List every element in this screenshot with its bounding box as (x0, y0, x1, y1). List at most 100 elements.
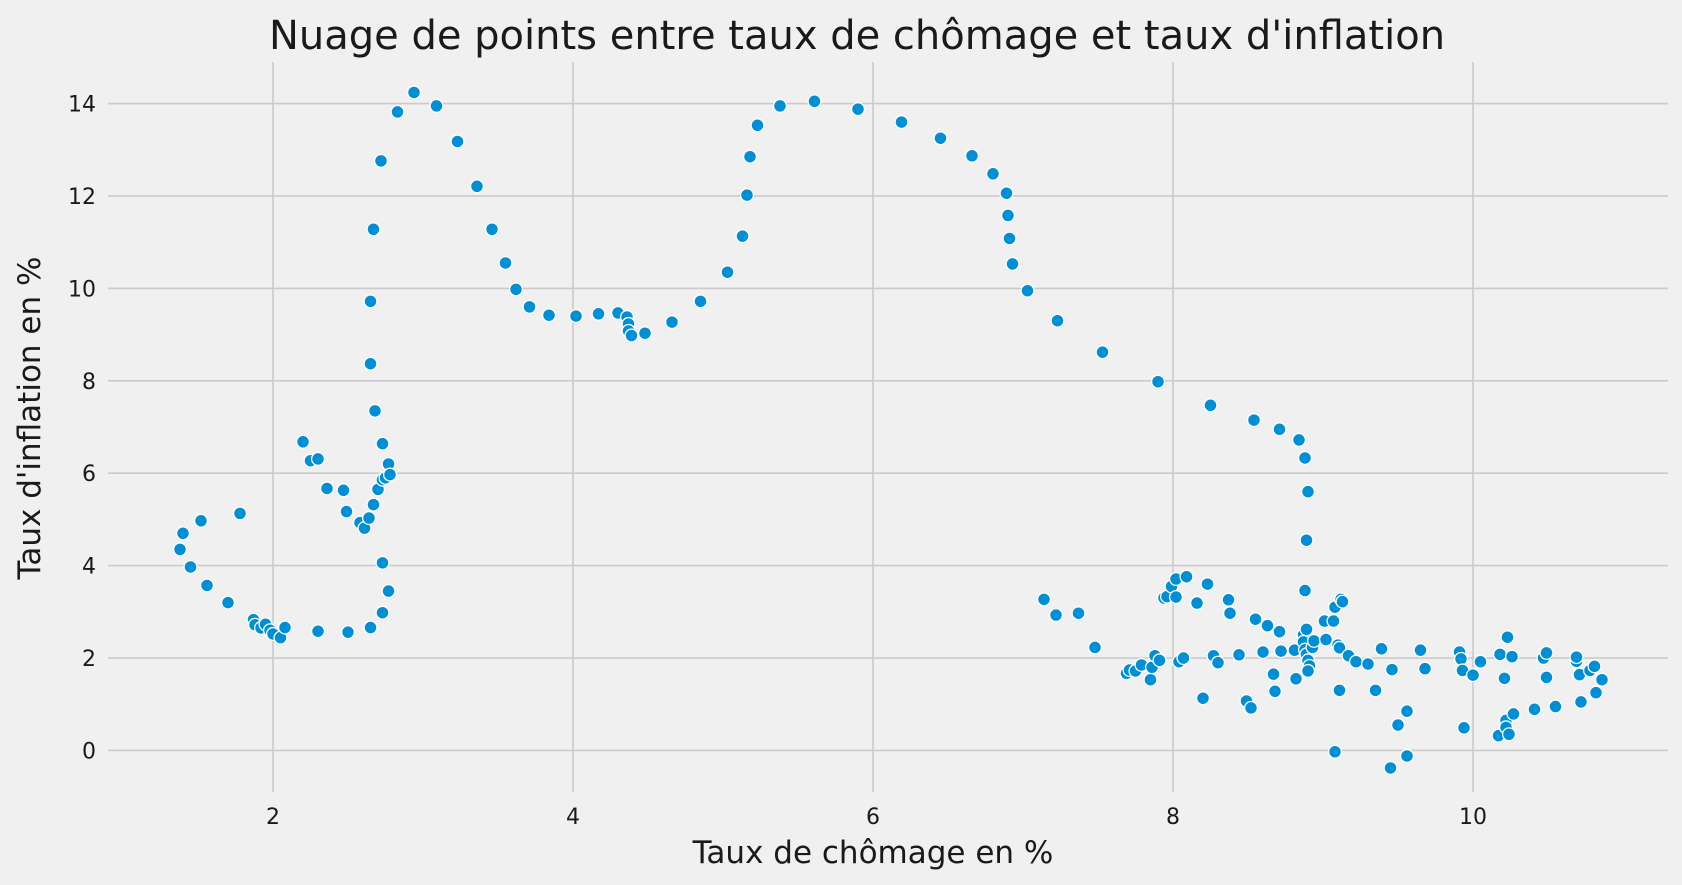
data-point (1036, 592, 1052, 607)
data-point (366, 222, 381, 237)
data-point (1200, 577, 1215, 592)
data-point (508, 282, 524, 297)
y-tick-label: 8 (82, 370, 96, 395)
data-point (1588, 685, 1604, 700)
data-point (1288, 671, 1304, 686)
data-point (624, 328, 639, 343)
data-point (1383, 760, 1398, 776)
data-point (336, 483, 351, 498)
data-point (373, 153, 389, 168)
data-point (1048, 607, 1064, 623)
y-tick-label: 10 (68, 277, 96, 302)
data-point (1150, 374, 1166, 389)
x-tick-label: 8 (1166, 805, 1180, 830)
data-point (1527, 702, 1542, 717)
data-point (1297, 583, 1313, 598)
data-point (1195, 691, 1211, 706)
data-point (522, 299, 537, 314)
data-point (720, 265, 735, 280)
data-point (1222, 606, 1238, 621)
x-tick-label: 10 (1459, 805, 1487, 830)
data-point (1005, 256, 1020, 271)
chart-title: Nuage de points entre taux de chômage et… (269, 13, 1445, 59)
data-point (1587, 659, 1602, 674)
y-tick-label: 4 (82, 555, 96, 580)
data-point (1002, 231, 1017, 246)
data-point (568, 309, 584, 324)
data-point (1152, 653, 1167, 668)
data-point (739, 188, 755, 203)
data-point (450, 134, 465, 149)
data-point (1384, 662, 1400, 677)
data-point (361, 510, 377, 526)
data-point (735, 229, 750, 244)
data-point (1248, 612, 1263, 627)
x-tick-label: 4 (566, 805, 580, 830)
data-point (1260, 618, 1275, 633)
data-point (339, 504, 354, 519)
x-tick-label: 2 (266, 805, 280, 830)
data-point (1569, 650, 1584, 665)
data-point (1291, 432, 1307, 447)
data-point (1203, 398, 1218, 413)
data-point (850, 102, 866, 117)
data-point (1465, 668, 1481, 683)
data-point (1456, 720, 1472, 735)
data-point (363, 356, 378, 371)
data-point (1143, 672, 1158, 687)
data-point (1413, 643, 1428, 658)
data-point (1539, 670, 1554, 685)
data-point (1306, 633, 1322, 648)
data-point (1506, 706, 1521, 721)
data-point (1374, 641, 1389, 656)
data-point (1332, 683, 1347, 698)
data-point (1299, 533, 1314, 548)
data-point (1087, 640, 1103, 655)
data-point (406, 85, 422, 100)
data-point (1299, 622, 1314, 637)
data-point (750, 118, 765, 133)
data-point (1318, 632, 1334, 647)
data-point (985, 166, 1001, 181)
data-point (1453, 651, 1469, 666)
data-point (319, 481, 335, 496)
x-axis-label: Taux de chômage en % (692, 835, 1054, 871)
data-point (1095, 345, 1110, 360)
data-point (375, 605, 390, 620)
data-point (1050, 313, 1065, 328)
data-point (310, 451, 326, 466)
data-point (310, 624, 326, 639)
data-point (664, 315, 680, 330)
data-point (1221, 592, 1236, 607)
data-point (1417, 661, 1433, 676)
data-point (1020, 283, 1035, 298)
data-point (1176, 650, 1191, 666)
data-point (367, 403, 383, 418)
data-point (469, 179, 485, 194)
data-point (541, 308, 557, 323)
data-point (363, 294, 378, 309)
data-point (484, 222, 500, 237)
data-point (1273, 644, 1289, 659)
y-tick-label: 14 (68, 93, 96, 118)
data-point (807, 94, 822, 109)
data-point (1327, 744, 1343, 759)
y-tick-label: 2 (82, 647, 96, 672)
data-point (1297, 450, 1313, 466)
data-point (1326, 614, 1341, 629)
data-point (498, 255, 513, 271)
data-point (390, 104, 405, 119)
data-point (1332, 640, 1347, 655)
data-point (1539, 645, 1554, 660)
data-point (894, 115, 909, 130)
data-point (175, 526, 191, 541)
data-point (340, 625, 356, 640)
data-point (199, 578, 215, 593)
data-point (1300, 663, 1316, 678)
data-point (277, 620, 293, 635)
data-point (1573, 694, 1589, 709)
data-point (772, 98, 788, 113)
data-point (1504, 649, 1520, 664)
data-point (1399, 704, 1415, 719)
